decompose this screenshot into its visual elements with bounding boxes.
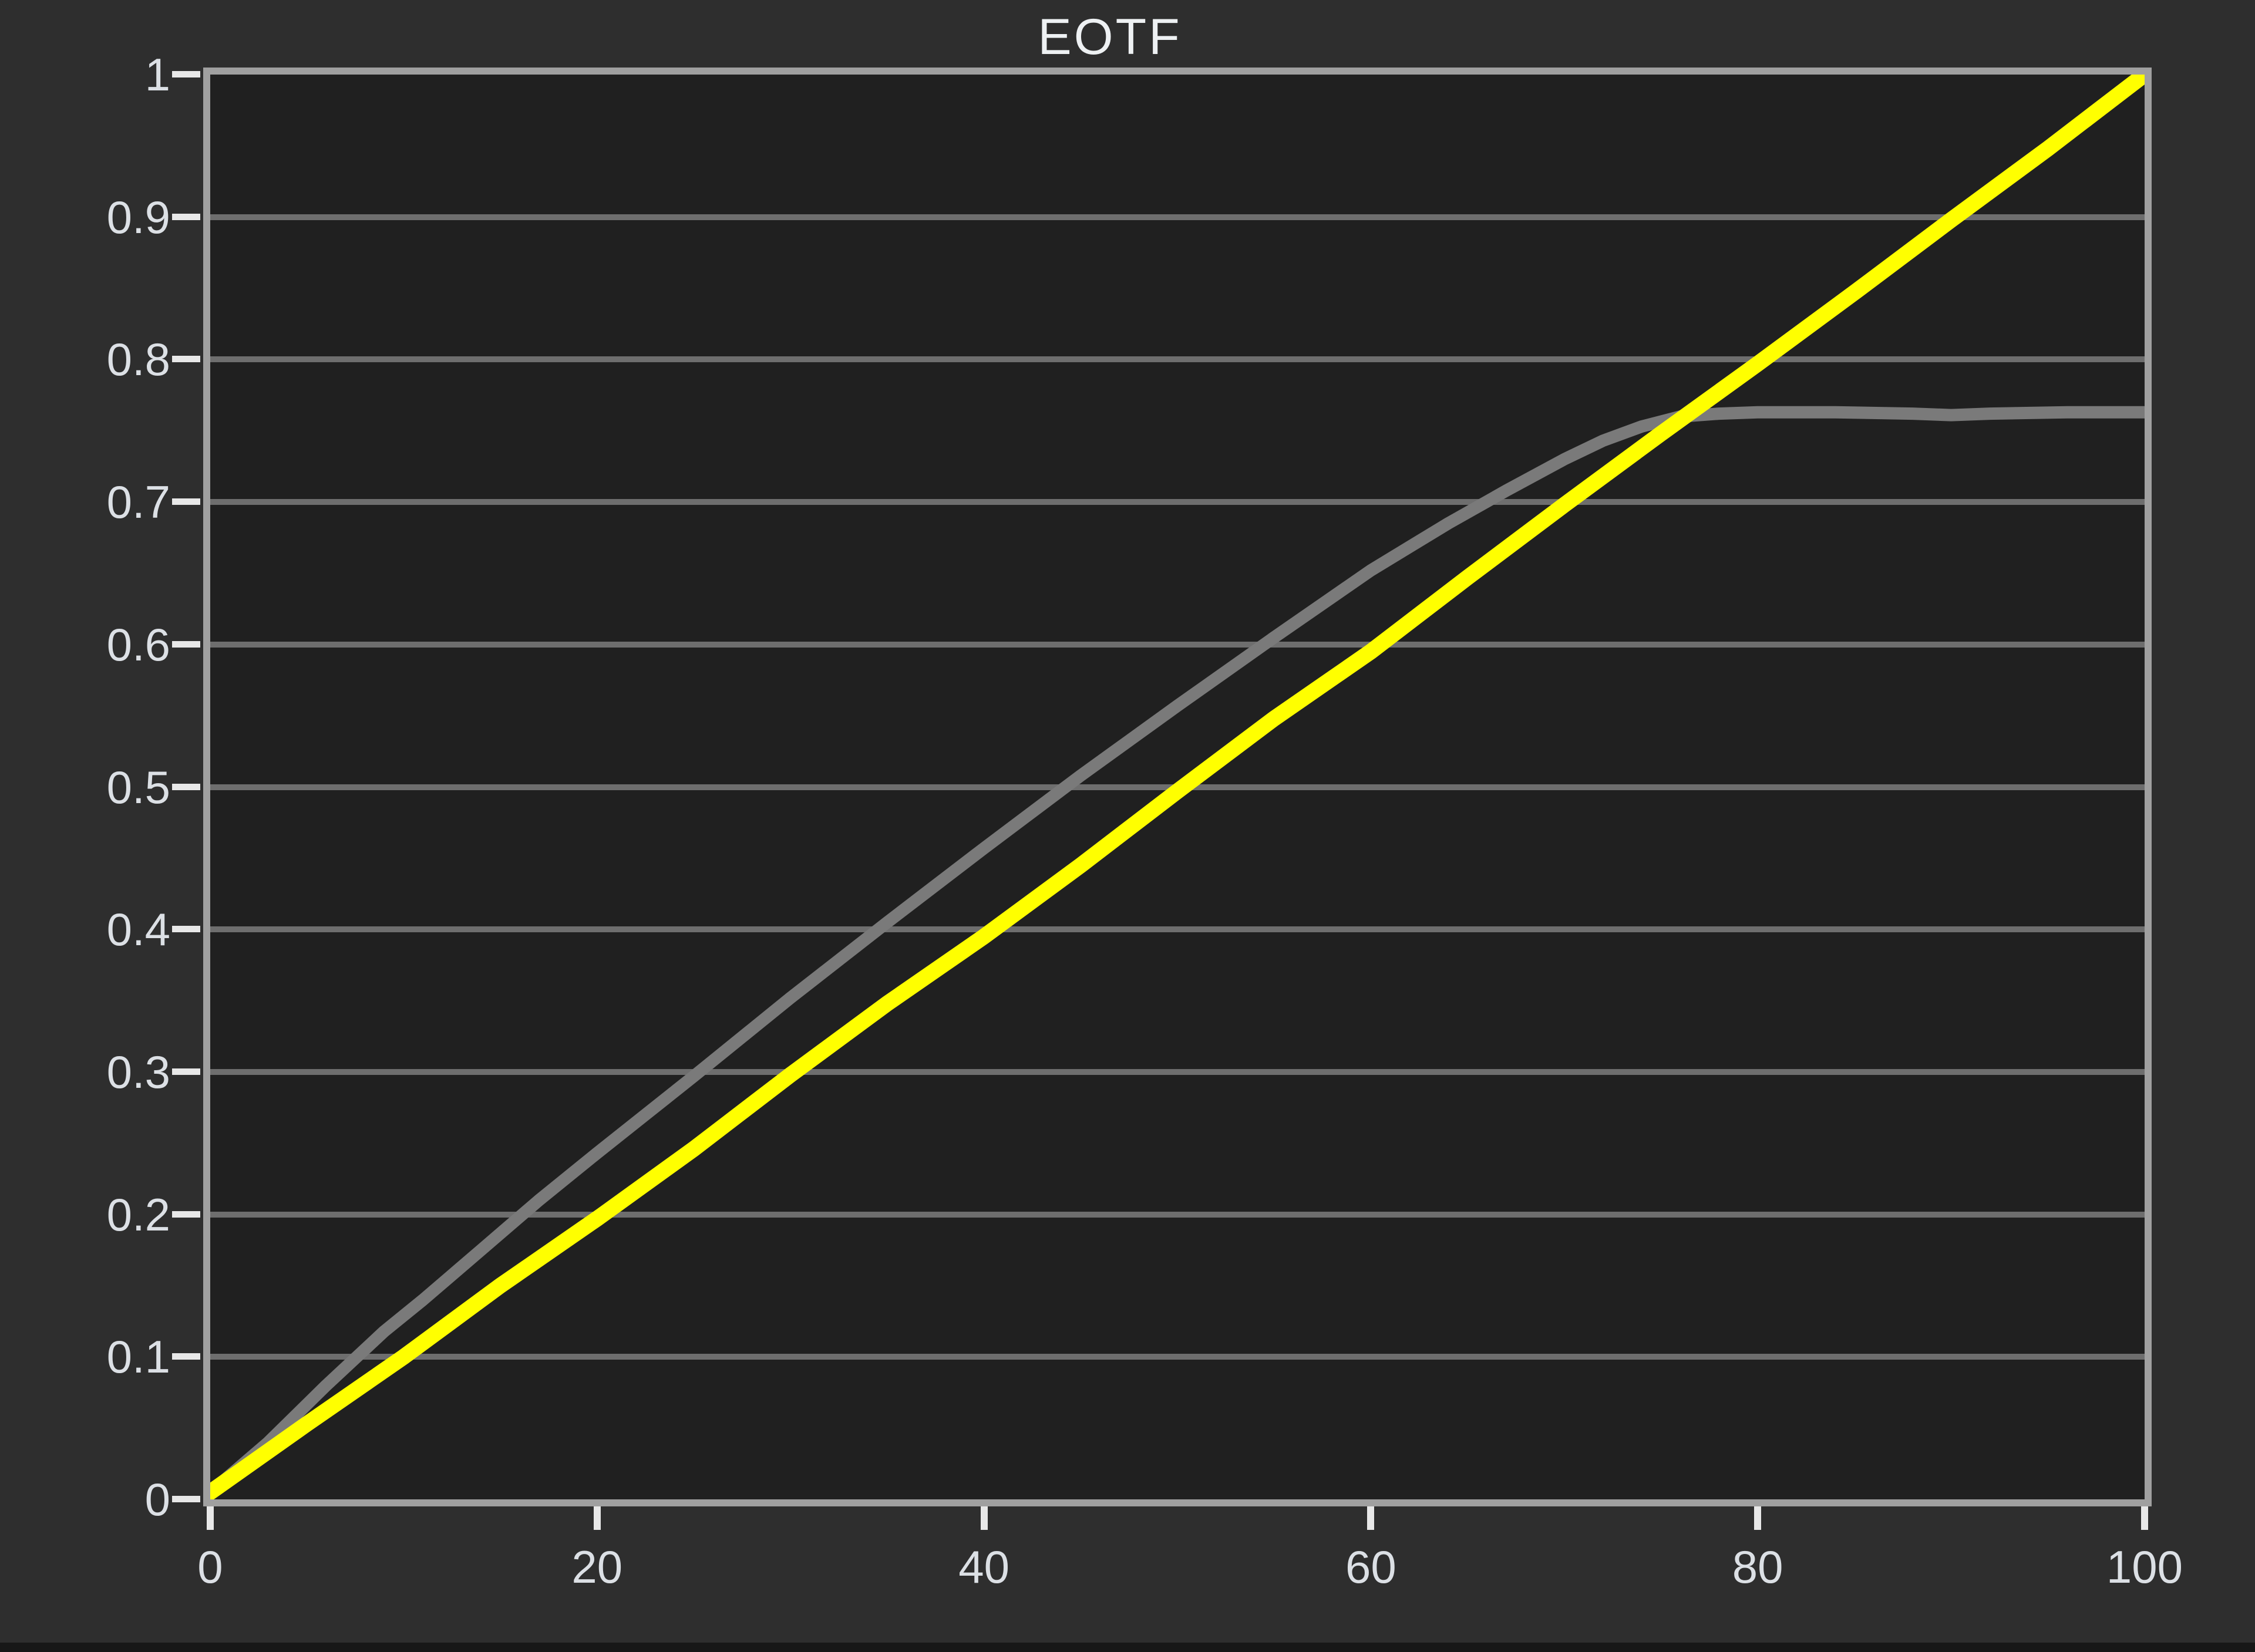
y-tick-label: 0.7	[106, 476, 170, 528]
y-tick	[172, 926, 200, 933]
x-tick	[593, 1506, 601, 1530]
gridline-y-0.3	[210, 1068, 2145, 1075]
window-bottom-edge	[0, 1643, 2255, 1652]
x-tick	[980, 1506, 988, 1530]
y-tick-label: 0.4	[106, 903, 170, 956]
y-tick-label: 0.8	[106, 333, 170, 386]
gridline-y-0.2	[210, 1211, 2145, 1218]
y-tick-label: 0.5	[106, 761, 170, 813]
x-tick	[1367, 1506, 1375, 1530]
gridline-y-0.8	[210, 356, 2145, 363]
x-tick	[207, 1506, 214, 1530]
x-tick-label: 100	[2106, 1541, 2183, 1593]
reference-eotf-line	[210, 75, 2145, 1499]
y-tick-label: 0.3	[106, 1046, 170, 1098]
y-tick	[172, 71, 200, 77]
x-tick-label: 0	[197, 1541, 223, 1593]
y-tick-label: 0	[144, 1474, 170, 1525]
y-tick-label: 0.2	[106, 1188, 170, 1240]
x-tick-label: 60	[1345, 1541, 1396, 1593]
y-tick	[172, 498, 200, 505]
plot-inner	[210, 75, 2145, 1499]
y-tick	[172, 783, 200, 790]
y-tick	[172, 356, 200, 363]
y-tick	[172, 1211, 200, 1218]
y-tick-label: 0.1	[106, 1331, 170, 1383]
chart-title: EOTF	[1038, 9, 1182, 65]
x-tick-label: 80	[1732, 1541, 1783, 1593]
x-tick-label: 40	[958, 1541, 1009, 1593]
gridline-y-0.1	[210, 1354, 2145, 1360]
x-tick	[2141, 1506, 2148, 1530]
gridline-y-0.4	[210, 926, 2145, 933]
y-tick-label: 0.6	[106, 618, 170, 670]
y-tick-label: 0.9	[106, 191, 170, 243]
y-tick	[172, 640, 200, 648]
gridline-y-0.9	[210, 214, 2145, 220]
y-tick-label: 1	[144, 49, 170, 100]
y-tick	[172, 1068, 200, 1075]
y-tick	[172, 213, 200, 220]
gridline-y-0.7	[210, 499, 2145, 505]
y-tick	[172, 1353, 200, 1360]
y-tick	[172, 1496, 200, 1502]
gridline-y-0.6	[210, 641, 2145, 648]
chart-canvas	[210, 75, 2145, 1499]
measured-eotf-line	[210, 406, 2145, 1499]
plot-area	[203, 68, 2152, 1506]
x-tick-label: 20	[571, 1541, 623, 1593]
x-tick	[1754, 1506, 1762, 1530]
